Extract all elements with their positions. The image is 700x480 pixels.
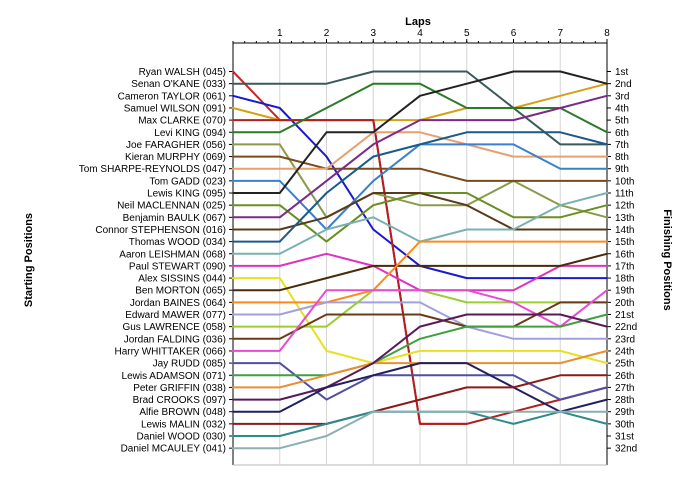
starting-position-label: Lewis ADAMSON (071) bbox=[122, 371, 226, 382]
series-line-11 bbox=[232, 70, 608, 194]
starting-position-label: Kieran MURPHY (069) bbox=[125, 152, 226, 163]
x-tick-label: 8 bbox=[604, 28, 610, 39]
finishing-position-label: 17th bbox=[615, 261, 634, 272]
series-line-13 bbox=[232, 94, 608, 219]
series-line-29 bbox=[232, 362, 608, 413]
starting-position-label: Cameron TAYLOR (061) bbox=[118, 91, 226, 102]
starting-position-label: Joe FARAGHER (056) bbox=[126, 140, 226, 151]
label-layer: 1 2 3 4 5 6 7 8 Ryan WALSH (045)Senan O'KANE (03… bbox=[79, 28, 638, 455]
starting-position-label: Daniel MCAULEY (041) bbox=[121, 444, 226, 455]
finishing-position-label: 8th bbox=[615, 152, 629, 163]
finishing-position-label: 1st bbox=[615, 67, 629, 78]
finishing-position-label: 21st bbox=[615, 310, 634, 321]
finishing-position-label: 18th bbox=[615, 274, 634, 285]
finishing-position-label: 30th bbox=[615, 419, 634, 430]
x-tick-label: 3 bbox=[370, 28, 376, 39]
starting-position-label: Daniel WOOD (030) bbox=[137, 432, 226, 443]
starting-position-label: Senan O'KANE (033) bbox=[131, 79, 226, 90]
series-line-20 bbox=[232, 240, 608, 304]
finishing-position-label: 2nd bbox=[615, 79, 632, 90]
starting-position-label: Jordan FALDING (036) bbox=[124, 334, 226, 345]
finishing-position-label: 19th bbox=[615, 286, 634, 297]
finishing-position-label: 9th bbox=[615, 164, 629, 175]
starting-position-label: Benjamin BAULK (067) bbox=[123, 213, 226, 224]
x-tick-label: 5 bbox=[464, 28, 470, 39]
series-line-6 bbox=[232, 82, 608, 134]
series-line-21 bbox=[232, 301, 608, 340]
x-tick-label: 7 bbox=[557, 28, 563, 39]
finishing-position-label: 7th bbox=[615, 140, 629, 151]
top-axis-title: Laps bbox=[405, 16, 431, 28]
starting-position-label: Peter GRIFFIN (038) bbox=[133, 383, 226, 394]
starting-position-label: Brad CROOKS (097) bbox=[133, 395, 226, 406]
finishing-position-label: 25th bbox=[615, 359, 634, 370]
x-tick-label: 2 bbox=[324, 28, 330, 39]
left-axis-title: Starting Positions bbox=[23, 213, 35, 307]
series-line-26 bbox=[232, 313, 608, 377]
starting-position-label: Max CLARKE (070) bbox=[138, 116, 226, 127]
finishing-position-label: 5th bbox=[615, 116, 629, 127]
starting-position-label: Lewis KING (095) bbox=[147, 189, 226, 200]
starting-position-label: Samuel WILSON (091) bbox=[124, 103, 226, 114]
series-line-15 bbox=[232, 131, 608, 243]
starting-position-label: Aaron LEISHMAN (068) bbox=[119, 249, 226, 260]
starting-position-label: Edward MAWER (077) bbox=[125, 310, 226, 321]
starting-position-label: Levi KING (094) bbox=[154, 128, 226, 139]
starting-position-label: Paul STEWART (090) bbox=[129, 261, 226, 272]
finishing-position-label: 3rd bbox=[615, 91, 629, 102]
finishing-position-label: 20th bbox=[615, 298, 634, 309]
finishing-position-label: 14th bbox=[615, 225, 634, 236]
starting-position-label: Jay RUDD (085) bbox=[153, 359, 226, 370]
starting-position-label: Tom GADD (023) bbox=[149, 176, 226, 187]
finishing-position-label: 22nd bbox=[615, 322, 637, 333]
series-line-24 bbox=[232, 289, 608, 352]
right-axis-title: Finishing Positions bbox=[661, 209, 673, 310]
series-line-9 bbox=[232, 131, 608, 170]
starting-position-label: Alfie BROWN (048) bbox=[139, 407, 226, 418]
finishing-position-label: 23rd bbox=[615, 334, 635, 345]
finishing-position-label: 12th bbox=[615, 201, 634, 212]
starting-position-label: Jordan BAINES (064) bbox=[130, 298, 226, 309]
finishing-position-label: 4th bbox=[615, 103, 629, 114]
starting-position-label: Neil MACLENNAN (025) bbox=[117, 201, 226, 212]
series-line-30 bbox=[232, 374, 608, 425]
finishing-position-label: 24th bbox=[615, 346, 634, 357]
series-layer bbox=[232, 70, 608, 450]
starting-position-label: Tom SHARPE-REYNOLDS (047) bbox=[79, 164, 226, 175]
finishing-position-label: 32nd bbox=[615, 444, 637, 455]
finishing-position-label: 29th bbox=[615, 407, 634, 418]
finishing-position-label: 28th bbox=[615, 395, 634, 406]
series-line-32 bbox=[232, 410, 608, 450]
starting-position-label: Gus LAWRENCE (058) bbox=[122, 322, 226, 333]
series-line-28 bbox=[232, 313, 608, 401]
finishing-position-label: 27th bbox=[615, 383, 634, 394]
finishing-position-label: 6th bbox=[615, 128, 629, 139]
series-line-19 bbox=[232, 252, 608, 292]
x-tick-label: 4 bbox=[417, 28, 423, 39]
starting-position-label: Harry WHITTAKER (066) bbox=[115, 346, 227, 357]
finishing-position-label: 26th bbox=[615, 371, 634, 382]
starting-position-label: Alex SISSINS (044) bbox=[138, 274, 226, 285]
finishing-position-label: 16th bbox=[615, 249, 634, 260]
finishing-position-label: 13th bbox=[615, 213, 634, 224]
starting-position-label: Ben MORTON (065) bbox=[135, 286, 226, 297]
finishing-position-label: 10th bbox=[615, 176, 634, 187]
starting-position-label: Ryan WALSH (045) bbox=[139, 67, 226, 78]
starting-position-label: Thomas WOOD (034) bbox=[129, 237, 226, 248]
series-line-1 bbox=[232, 70, 468, 425]
x-tick-label: 1 bbox=[277, 28, 283, 39]
starting-position-label: Lewis MALIN (032) bbox=[141, 419, 226, 430]
finishing-position-label: 11th bbox=[615, 189, 634, 200]
finishing-position-label: 31st bbox=[615, 432, 634, 443]
x-tick-label: 6 bbox=[511, 28, 517, 39]
starting-position-label: Connor STEPHENSON (016) bbox=[95, 225, 226, 236]
finishing-position-label: 15th bbox=[615, 237, 634, 248]
series-line-8 bbox=[232, 155, 608, 182]
